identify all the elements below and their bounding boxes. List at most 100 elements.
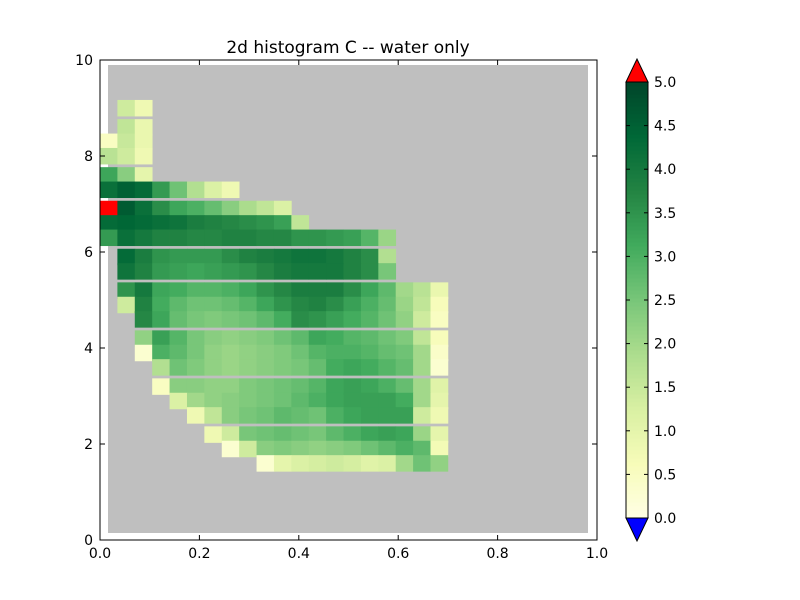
heatmap-cell: [134, 119, 153, 136]
heatmap-cell: [134, 229, 153, 247]
heatmap-cell: [291, 282, 310, 299]
heatmap-cell: [221, 330, 240, 347]
heatmap-cell: [343, 282, 362, 299]
colorbar-tick-label: 2.5: [654, 293, 676, 309]
colorbar-segment: [626, 458, 648, 463]
colorbar-segment: [626, 254, 648, 259]
heatmap-cell: [326, 248, 344, 266]
y-tick-label: 10: [75, 53, 93, 69]
heatmap-cell: [395, 359, 414, 376]
heatmap-cell: [204, 311, 223, 328]
heatmap-cell: [239, 344, 257, 362]
heatmap-cell: [326, 344, 344, 362]
colorbar-segment: [626, 346, 648, 351]
colorbar-segment: [626, 510, 648, 515]
heatmap-cell: [430, 330, 449, 347]
heatmap-cell: [221, 378, 240, 395]
colorbar-segment: [626, 502, 648, 507]
colorbar-segment: [626, 386, 648, 391]
heatmap-cell: [239, 426, 257, 443]
colorbar-segment: [626, 466, 648, 471]
heatmap-cell: [256, 330, 275, 347]
heatmap-cell: [343, 426, 362, 443]
colorbar-segment: [626, 486, 648, 491]
colorbar-segment: [626, 442, 648, 447]
heatmap-cell: [152, 330, 170, 347]
heatmap-cell: [134, 99, 153, 117]
colorbar-segment: [626, 238, 648, 243]
heatmap-cell: [395, 311, 414, 328]
colorbar-segment: [626, 474, 648, 479]
heatmap-cell: [343, 311, 362, 328]
heatmap-cell: [343, 440, 362, 458]
colorbar-segment: [626, 378, 648, 383]
heatmap-cell: [152, 215, 170, 232]
heatmap-cell: [326, 330, 344, 347]
heatmap-cell: [413, 330, 431, 347]
heatmap-cell: [273, 311, 292, 328]
heatmap-cell: [221, 344, 240, 362]
heatmap-cell: [117, 229, 136, 247]
colorbar-segment: [626, 394, 648, 399]
heatmap-cell: [186, 229, 205, 247]
colorbar-segment: [626, 110, 648, 115]
heatmap-cell: [343, 330, 362, 347]
heatmap-cell: [308, 311, 327, 328]
heatmap-cell: [360, 263, 379, 280]
heatmap-cell: [186, 282, 205, 299]
heatmap-cell: [395, 407, 414, 424]
heatmap-cell: [152, 296, 170, 314]
heatmap-cell: [360, 344, 379, 362]
heatmap-cell: [204, 359, 223, 376]
heatmap-cell: [343, 455, 362, 472]
heatmap-cell: [204, 248, 223, 266]
heatmap-cell: [239, 440, 257, 458]
colorbar-segment: [626, 234, 648, 239]
heatmap-cell: [291, 263, 310, 280]
heatmap-cell: [273, 215, 292, 232]
colorbar-segment: [626, 222, 648, 227]
colorbar-segment: [626, 430, 648, 435]
heatmap-cell: [413, 440, 431, 458]
heatmap-cell: [239, 263, 257, 280]
heatmap-cell: [169, 248, 188, 266]
heatmap-cell: [308, 282, 327, 299]
heatmap-cell: [169, 200, 188, 218]
heatmap-cell: [117, 119, 136, 136]
heatmap-cell: [308, 248, 327, 266]
heatmap-cell: [169, 263, 188, 280]
colorbar-tick-label: 4.0: [654, 162, 676, 178]
colorbar-segment: [626, 322, 648, 327]
heatmap-cell: [308, 455, 327, 472]
colorbar-segment: [626, 250, 648, 255]
colorbar-segment: [626, 494, 648, 499]
heatmap-cell: [395, 392, 414, 410]
heatmap-cell: [169, 330, 188, 347]
heatmap-cell: [395, 282, 414, 299]
heatmap-cell: [152, 229, 170, 247]
heatmap-cell: [186, 344, 205, 362]
heatmap-cell: [291, 426, 310, 443]
heatmap-cell: [413, 359, 431, 376]
heatmap-cell: [152, 282, 170, 299]
heatmap-cell: [186, 296, 205, 314]
heatmap-cell: [204, 378, 223, 395]
heatmap-cell: [134, 215, 153, 232]
heatmap-cells: [100, 99, 449, 472]
heatmap-cell: [256, 282, 275, 299]
heatmap-cell: [360, 455, 379, 472]
colorbar-segment: [626, 302, 648, 307]
heatmap-cell: [413, 455, 431, 472]
heatmap-cell: [395, 296, 414, 314]
chart-title: 2d histogram C -- water only: [226, 38, 469, 58]
heatmap-cell: [430, 440, 449, 458]
heatmap-cell: [378, 407, 397, 424]
colorbar-segment: [626, 374, 648, 379]
heatmap-cell: [169, 215, 188, 232]
colorbar-over-arrow: [625, 57, 649, 83]
colorbar-segment: [626, 246, 648, 251]
heatmap-cell: [378, 344, 397, 362]
heatmap-cell: [291, 215, 310, 232]
heatmap-cell: [117, 99, 136, 117]
heatmap-cell: [291, 392, 310, 410]
